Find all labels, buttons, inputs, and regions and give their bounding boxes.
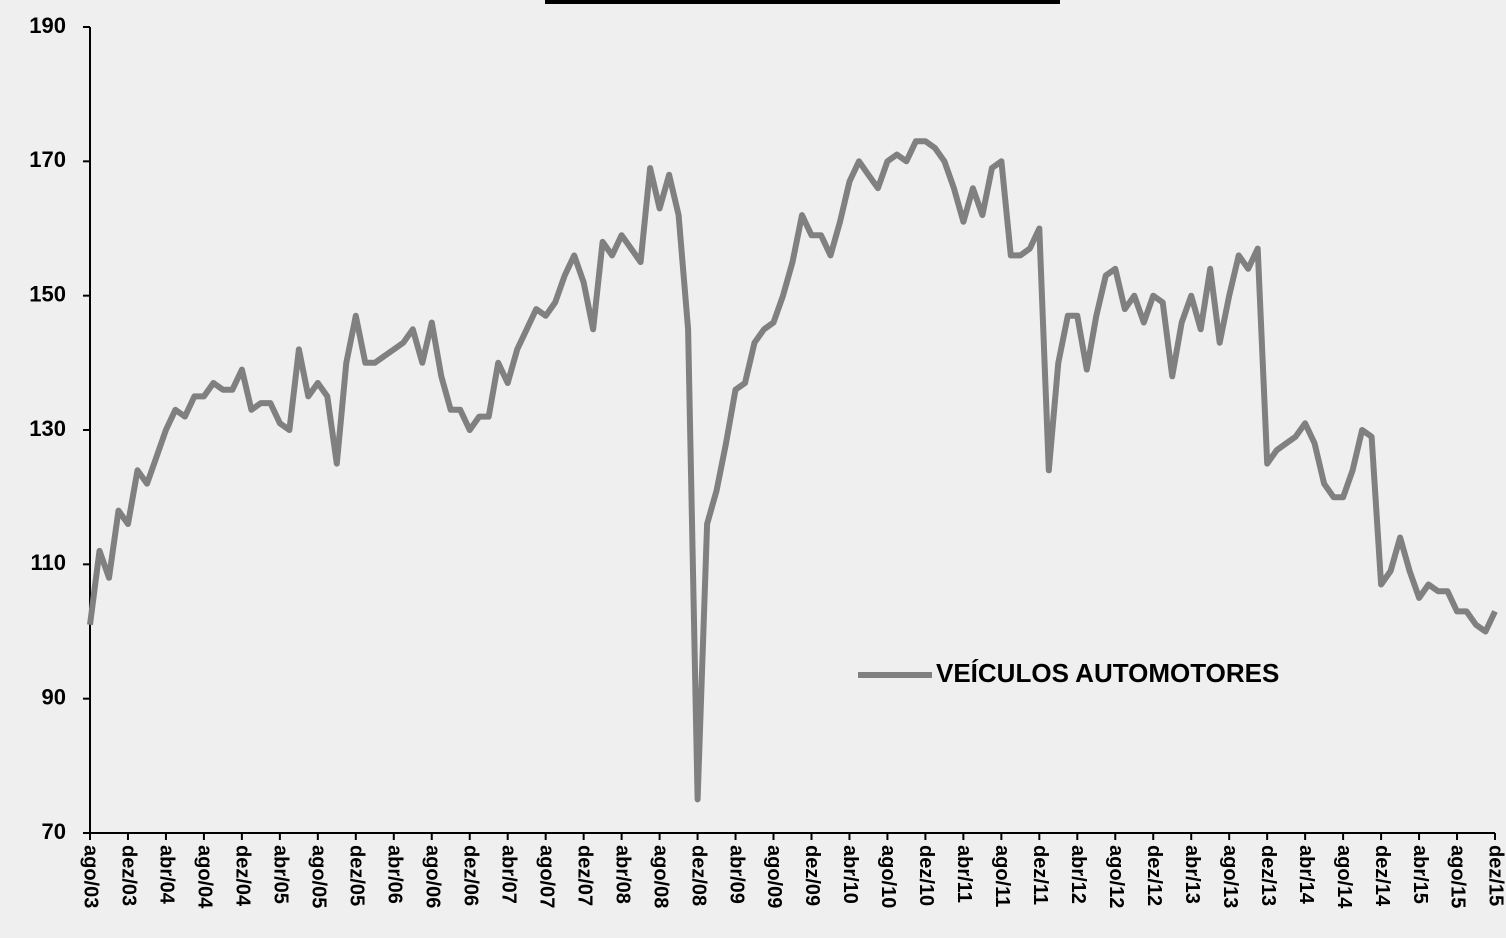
y-tick-label: 150 [29, 281, 66, 306]
x-tick-label: dez/09 [801, 845, 823, 906]
x-tick-label: ago/03 [80, 845, 102, 908]
x-tick-label: abr/12 [1067, 845, 1089, 904]
x-tick-label: dez/12 [1143, 845, 1165, 906]
x-tick-label: ago/15 [1447, 845, 1469, 908]
legend-label: VEÍCULOS AUTOMOTORES [936, 658, 1279, 688]
x-tick-label: ago/14 [1333, 845, 1355, 909]
y-tick-label: 110 [31, 550, 67, 575]
y-tick-label: 90 [42, 684, 66, 709]
x-tick-label: abr/09 [725, 845, 747, 904]
x-tick-label: abr/04 [156, 845, 178, 905]
x-tick-label: ago/11 [991, 845, 1013, 907]
x-tick-label: ago/08 [649, 845, 671, 908]
x-tick-label: abr/14 [1295, 845, 1317, 905]
x-tick-label: dez/10 [915, 845, 937, 906]
y-tick-label: 130 [29, 416, 66, 441]
x-tick-label: abr/11 [953, 845, 975, 903]
x-tick-label: dez/08 [687, 845, 709, 906]
x-tick-label: ago/04 [194, 845, 216, 909]
x-tick-label: ago/13 [1219, 845, 1241, 908]
x-tick-label: dez/13 [1257, 845, 1279, 906]
x-tick-label: abr/10 [839, 845, 861, 904]
y-tick-label: 170 [29, 147, 66, 172]
x-tick-label: abr/08 [611, 845, 633, 904]
x-tick-label: dez/05 [346, 845, 368, 906]
x-tick-label: dez/07 [573, 845, 595, 906]
x-tick-label: dez/03 [118, 845, 140, 906]
x-tick-label: ago/05 [308, 845, 330, 908]
x-tick-label: ago/09 [763, 845, 785, 908]
title-bar [545, 0, 1060, 4]
x-tick-label: abr/06 [384, 845, 406, 904]
x-tick-label: ago/07 [535, 845, 557, 908]
x-tick-label: dez/11 [1029, 845, 1051, 905]
y-tick-label: 70 [42, 819, 66, 844]
x-tick-label: ago/06 [421, 845, 443, 908]
x-tick-label: abr/07 [497, 845, 519, 904]
x-tick-label: abr/13 [1181, 845, 1203, 904]
x-tick-label: abr/05 [270, 845, 292, 904]
x-tick-label: abr/15 [1409, 845, 1431, 904]
x-tick-label: dez/06 [459, 845, 481, 906]
x-tick-label: dez/14 [1371, 845, 1393, 907]
x-tick-label: dez/04 [232, 845, 254, 907]
x-tick-label: ago/12 [1105, 845, 1127, 908]
y-tick-label: 190 [29, 13, 66, 38]
data-line [87, 138, 1498, 803]
x-tick-label: dez/15 [1485, 845, 1506, 906]
x-tick-label: ago/10 [877, 845, 899, 908]
